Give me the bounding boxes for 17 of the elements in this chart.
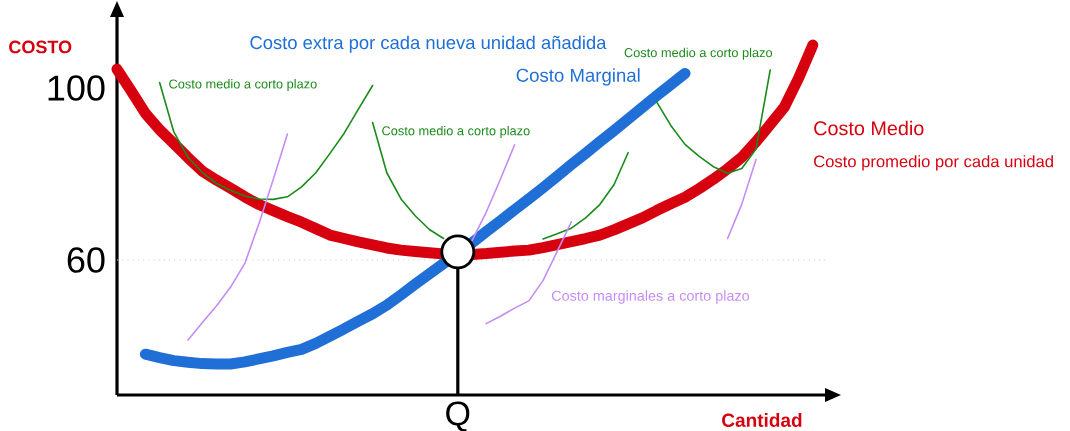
y-tick-label: 100 xyxy=(48,75,105,101)
x-axis-title: Cantidad xyxy=(722,413,802,427)
series-label: Costo marginales a corto plazo xyxy=(551,290,750,304)
series-label: Costo medio a corto plazo xyxy=(169,79,317,92)
line-series xyxy=(158,81,374,201)
line-series xyxy=(187,133,289,341)
annotation: Costo extra por cada nueva unidad añadida xyxy=(250,35,607,53)
line-series xyxy=(542,151,629,240)
series-label: Costo Marginal xyxy=(516,68,640,86)
series-label: Costo medio a corto plazo xyxy=(624,47,773,60)
series-label: Costo medio a corto plazo xyxy=(382,125,530,138)
text: Q xyxy=(446,401,470,431)
annotation: Costo promedio por cada unidad xyxy=(814,155,1053,171)
line-series xyxy=(655,69,771,174)
series-label: Costo Medio xyxy=(814,120,924,136)
y-axis-title: COSTO xyxy=(9,40,72,54)
y-tick-label: 60 xyxy=(67,247,105,273)
